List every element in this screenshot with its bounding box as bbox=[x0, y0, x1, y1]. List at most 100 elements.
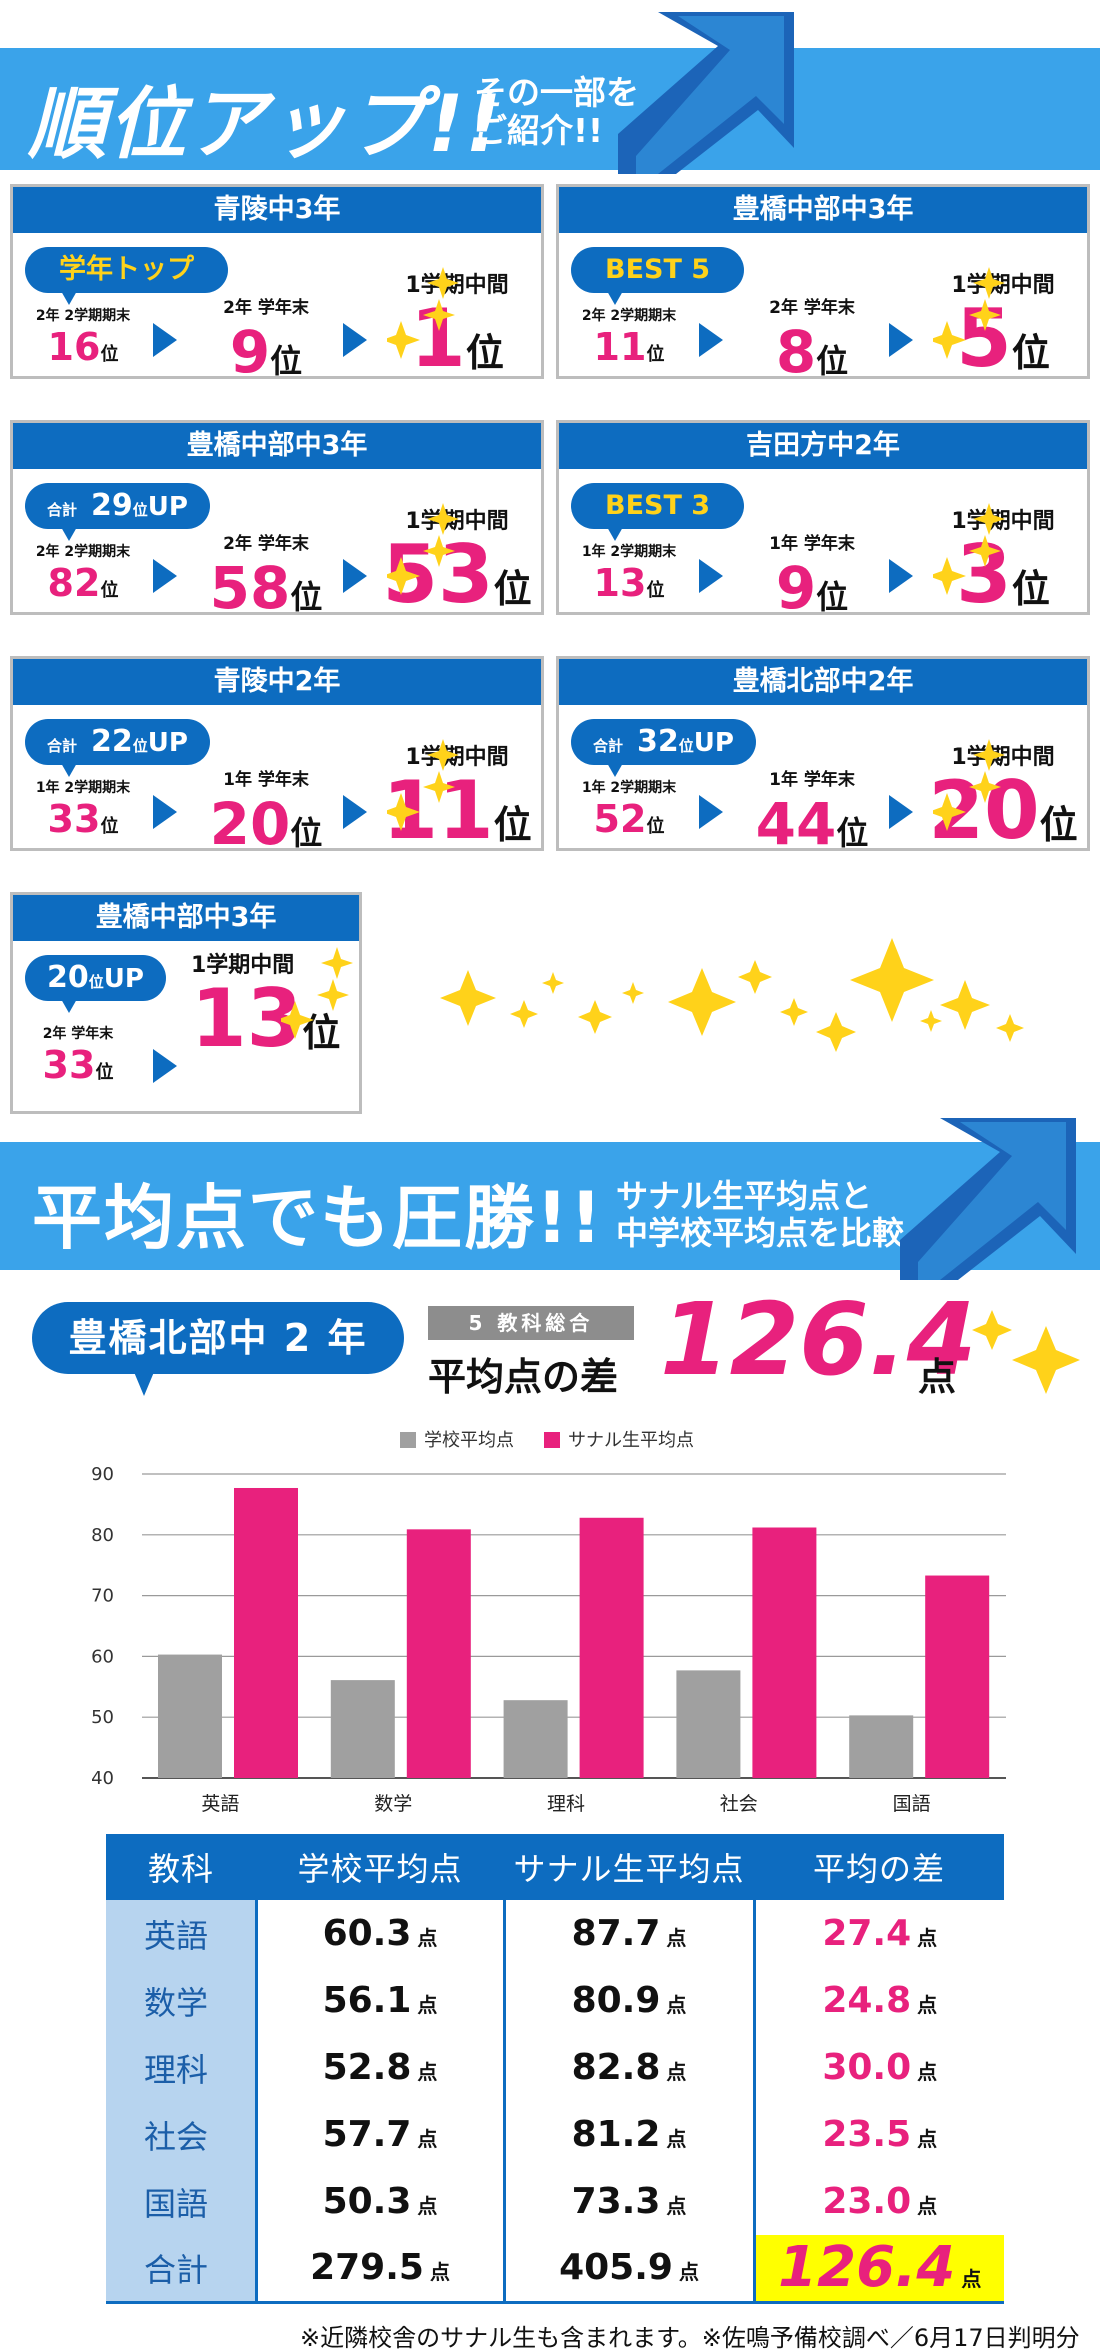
rank-up-tag: 合計 22位UP bbox=[25, 719, 210, 777]
stage-unit: 位 bbox=[493, 567, 532, 611]
arrow-right-icon bbox=[153, 559, 177, 593]
stage-unit: 位 bbox=[816, 578, 849, 616]
comparison-table: 教科 学校平均点 サナル生平均点 平均の差 英語 60.3 点 87.7 点 27.4 点数… bbox=[106, 1834, 1004, 2304]
cell-subject: 数学 bbox=[106, 1967, 256, 2034]
legend-swatch bbox=[544, 1432, 560, 1448]
footnote: ※近隣校舎のサナル生も含まれます。※佐鳴予備校調べ／6月17日判明分 bbox=[300, 2324, 1080, 2352]
x-tick-label: 理科 bbox=[547, 1793, 585, 1815]
stage-label: 2年 2学期期末 bbox=[35, 308, 131, 324]
diff-value: 126.4 bbox=[660, 1281, 977, 1398]
cell-school-avg: 60.3 点 bbox=[254, 1900, 504, 1967]
table-row: 社会 57.7 点 81.2 点 23.5 点 bbox=[106, 2101, 1004, 2168]
tag-total-label: 合計 bbox=[593, 737, 624, 755]
legend-label: サナル生平均点 bbox=[568, 1430, 694, 1451]
stage-value: 16 bbox=[47, 325, 101, 369]
banner-subtitle-line1: サナル生平均点と bbox=[616, 1177, 873, 1215]
stage-value: 9 bbox=[775, 554, 817, 622]
bar bbox=[406, 1529, 471, 1778]
up-arrow-icon bbox=[900, 1118, 1076, 1280]
y-tick-label: 50 bbox=[91, 1707, 114, 1728]
stage-first: 1年 2学期期末 33位 bbox=[13, 777, 153, 841]
cell-unit: 点 bbox=[429, 2260, 450, 2285]
rank-tag: 学年トップ bbox=[25, 247, 228, 305]
cell-value: 60.3 bbox=[322, 1913, 412, 1954]
sparkles-icon bbox=[928, 733, 1013, 847]
stage-value: 13 bbox=[593, 561, 647, 605]
card-school-name: 吉田方中2年 bbox=[559, 423, 1087, 469]
stage-unit: 位 bbox=[100, 816, 119, 837]
table-row: 理科 52.8 点 82.8 点 30.0 点 bbox=[106, 2034, 1004, 2101]
average-bar-chart: 学校平均点 サナル生平均点 40 50 60 70 80 90 英語 数学 理科 社会 国語 bbox=[91, 1430, 1006, 1815]
arrow-right-icon bbox=[153, 323, 177, 357]
cell-value: 80.9 bbox=[571, 1980, 661, 2021]
banner-subtitle-line2: 中学校平均点を比較 bbox=[616, 1213, 905, 1252]
banner-title: 平均点でも圧勝!! bbox=[32, 1177, 604, 1259]
rank-up-tag: 20位UP bbox=[25, 955, 166, 1013]
cell-value: 50.3 bbox=[322, 2181, 412, 2222]
stage-unit: 位 bbox=[1011, 331, 1050, 375]
stage-value: 8 bbox=[775, 318, 817, 386]
rank-card: 豊橋中部中3年 BEST 5 2年 2学期期末 11位 2年 学年末 8位 1学期中間 5位 bbox=[556, 184, 1090, 386]
cell-unit: 点 bbox=[917, 2060, 938, 2084]
legend-label: 学校平均点 bbox=[424, 1430, 514, 1451]
stage-second: 1年 学年末 20位 bbox=[191, 765, 341, 858]
cell-sanaru-avg: 80.9 点 bbox=[502, 1967, 754, 2034]
bar bbox=[676, 1670, 741, 1778]
stage-second: 2年 学年末 58位 bbox=[191, 529, 341, 622]
stage-unit: 位 bbox=[270, 342, 303, 380]
stage-value: 33 bbox=[47, 797, 101, 841]
stage-third: 1学期中間 1位 bbox=[379, 267, 535, 379]
x-tick-label: 社会 bbox=[720, 1793, 758, 1815]
cell-unit: 点 bbox=[417, 1993, 438, 2017]
cell-diff: 23.0 点 bbox=[752, 2168, 1004, 2235]
stage-value: 11 bbox=[593, 325, 647, 369]
rank-card: 豊橋北部中2年 合計 32位UP 1年 2学期期末 52位 1年 学年末 44位 1学期中間 2… bbox=[556, 656, 1090, 858]
x-tick-label: 国語 bbox=[893, 1793, 931, 1815]
stage-unit: 位 bbox=[100, 580, 119, 601]
stage-unit: 位 bbox=[290, 814, 323, 852]
rank-card: 豊橋中部中3年 合計 29位UP 2年 2学期期末 82位 2年 学年末 58位 1学期中間 5… bbox=[10, 420, 544, 622]
cell-value: 87.7 bbox=[571, 1913, 661, 1954]
stage-label: 2年 学年末 bbox=[223, 298, 309, 318]
cell-sanaru-avg: 87.7 点 bbox=[502, 1900, 754, 1967]
cell-value: 52.8 bbox=[322, 2047, 412, 2088]
tag-number: 22 bbox=[91, 724, 133, 759]
cell-value: 279.5 bbox=[310, 2247, 424, 2289]
bar bbox=[925, 1575, 990, 1778]
cell-value: 81.2 bbox=[571, 2114, 661, 2155]
y-tick-label: 80 bbox=[91, 1525, 114, 1546]
tag-up: UP bbox=[693, 728, 734, 758]
stage-first: 1年 2学期期末 13位 bbox=[559, 541, 699, 605]
header-subject: 教科 bbox=[106, 1834, 256, 1900]
cell-sanaru-avg: 73.3 点 bbox=[502, 2168, 754, 2235]
tag-up: UP bbox=[103, 964, 144, 994]
card-school-name: 青陵中3年 bbox=[13, 187, 541, 233]
table-row: 合計 279.5 点 405.9 点 126.4 点 bbox=[106, 2235, 1004, 2304]
stage-value: 33 bbox=[42, 1043, 96, 1087]
stage-unit: 位 bbox=[95, 1062, 114, 1083]
table-header-row: 教科 学校平均点 サナル生平均点 平均の差 bbox=[106, 1834, 1004, 1900]
subjects-pill: 5 教科総合 bbox=[428, 1306, 634, 1340]
table-row: 英語 60.3 点 87.7 点 27.4 点 bbox=[106, 1900, 1004, 1967]
up-arrow-icon bbox=[618, 12, 794, 174]
cell-diff: 27.4 点 bbox=[752, 1900, 1004, 1967]
header-sanaru-avg: サナル生平均点 bbox=[504, 1834, 754, 1900]
cell-unit: 点 bbox=[666, 2127, 687, 2151]
card-school-name: 豊橋中部中3年 bbox=[13, 895, 359, 941]
rank-card: 青陵中3年 学年トップ 2年 2学期期末 16位 2年 学年末 9位 1学期中間 1位 bbox=[10, 184, 544, 386]
card-school-name: 青陵中2年 bbox=[13, 659, 541, 705]
cell-unit: 点 bbox=[666, 2194, 687, 2218]
sparkles-icon bbox=[928, 261, 1013, 375]
stage-unit: 位 bbox=[646, 816, 665, 837]
stage-value: 82 bbox=[47, 561, 101, 605]
cell-value: 24.8 bbox=[822, 1980, 912, 2021]
stage-first: 1年 2学期期末 52位 bbox=[559, 777, 699, 841]
bar bbox=[752, 1527, 817, 1778]
stage-label: 1年 2学期期末 bbox=[581, 544, 677, 560]
stage-label: 1年 学年末 bbox=[769, 534, 855, 554]
cell-value: 405.9 bbox=[559, 2247, 673, 2289]
sparkles-icon bbox=[440, 938, 1024, 1052]
stage-unit: 位 bbox=[493, 803, 532, 847]
stage-unit: 位 bbox=[646, 344, 665, 365]
stage-unit: 位 bbox=[836, 814, 869, 852]
